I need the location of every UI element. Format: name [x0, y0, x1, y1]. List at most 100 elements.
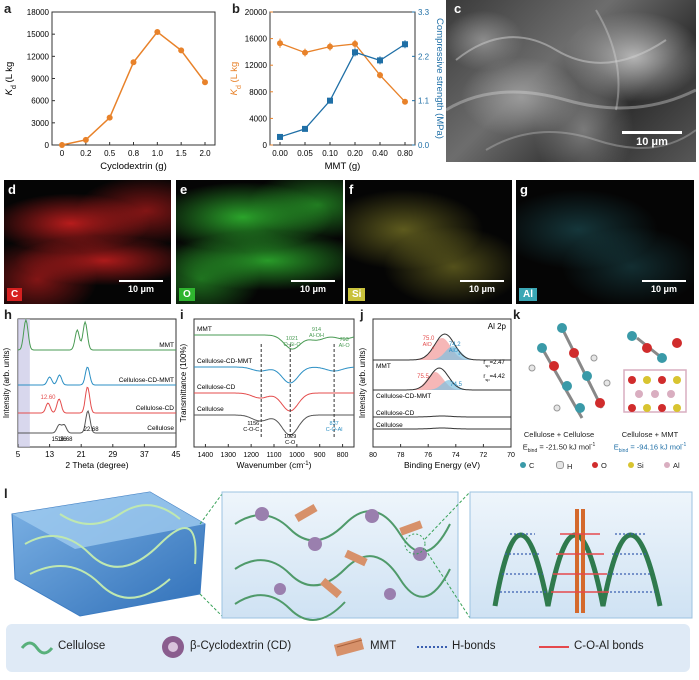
panel-label-j: j	[360, 307, 364, 322]
scale-text-e: 10 μm	[299, 284, 327, 294]
atom-si-dot	[628, 462, 634, 468]
annotation-i: 837	[330, 421, 339, 427]
hbond-icon	[417, 646, 447, 648]
chart-a: 0 3000 6000 9000 12000 15000 18000 0 0.2 0.5 0.8 1.…	[4, 8, 216, 172]
aerogel-block	[11, 491, 206, 617]
xtick-label-i: 1400	[198, 452, 214, 459]
series-line-b	[279, 42, 406, 103]
molecular-models	[528, 323, 687, 419]
ytick-left-label-b: 8000	[249, 88, 267, 97]
atom-legend: C H O Si Al	[520, 461, 696, 473]
annotation-i: Al-O	[339, 343, 351, 349]
data-point-a	[130, 59, 137, 66]
eds-map-si: f Si 10 μm	[345, 180, 512, 304]
series-label-h: Cellulose-CD	[136, 405, 175, 412]
peak-label-h: 22.68	[84, 427, 100, 433]
annotation-j: 75.0	[423, 336, 435, 342]
chart-i: 1400 1300 1200 1100 1000 900 800 MMT Cellulose-C…	[179, 318, 355, 470]
xtick-label-i: 800	[337, 452, 349, 459]
scale-text-d: 10 μm	[127, 284, 155, 294]
xtick-label-b: 0.10	[322, 149, 338, 158]
data-point-b	[377, 57, 383, 64]
k-left-energy-symbol: E	[522, 442, 528, 452]
xtick-label-b: 0.05	[297, 149, 313, 158]
data-point-b	[327, 97, 333, 104]
annotation-j: rsp=2.47	[483, 360, 505, 368]
panel-label-f: f	[349, 182, 354, 197]
fit-peak-mmt-red	[373, 338, 511, 360]
fit-peak-mmt-blue	[373, 346, 511, 360]
chart-b: 0 4000 8000 12000 16000 20000 0.0 1.1 2.2 3.3 0.00…	[229, 8, 445, 172]
k-left-energy-value: = -21.50 kJ mol	[539, 442, 591, 452]
panel-label-a: a	[4, 1, 12, 16]
xlabel-i: Wavenumber (cm-1)	[237, 460, 312, 470]
plot-frame-b	[269, 11, 416, 146]
data-point-a	[202, 79, 208, 86]
network-panel	[221, 491, 459, 621]
shaded-region-h	[18, 319, 30, 447]
series-label-i: MMT	[197, 326, 212, 333]
data-point-b	[402, 98, 408, 105]
annotation-i: O-Si-O	[283, 342, 301, 348]
data-point-a	[154, 28, 161, 35]
eds-map-o: e O 10 μm	[176, 180, 343, 304]
sem-texture	[446, 9, 696, 151]
schematic	[11, 491, 693, 621]
xtick-label-a: 0.2	[80, 149, 92, 158]
ftir-series-line	[194, 366, 355, 384]
xtick-label-b: 0.20	[347, 149, 363, 158]
legend-hbonds: H-bonds	[452, 640, 496, 652]
series-label-i: Cellulose-CD	[197, 384, 236, 391]
chart-h: 5 13 21 29 37 45 MMT Cellulose-CD-MMT Cellulose-…	[2, 318, 181, 470]
ytick-left-label-b: 4000	[249, 114, 267, 123]
ytick-label-a: 18000	[27, 8, 50, 17]
ytick-label-a: 9000	[31, 75, 49, 84]
ytick-label-a: 0	[45, 141, 50, 150]
scale-bar-f: 10 μm	[460, 280, 504, 294]
panel-label-c: c	[454, 1, 462, 16]
scale-text-g: 10 μm	[650, 284, 678, 294]
element-tag-si: Si	[348, 288, 366, 301]
xlabel-h: 2 Theta (degree)	[65, 460, 128, 470]
legend-cd: β-Cyclodextrin (CD)	[190, 640, 292, 652]
ytick-label-a: 15000	[27, 30, 50, 39]
xtick-label-i: 1200	[243, 452, 259, 459]
ytick-right-label-b: 2.2	[418, 52, 430, 61]
xtick-label-j: 78	[397, 452, 405, 459]
xtick-label-a: 0.5	[104, 149, 116, 158]
annotation-i: 1029	[284, 434, 296, 440]
xtick-label-b: 0.40	[372, 149, 388, 158]
data-point-b	[327, 43, 333, 50]
ylabel-right-b: Compressive strength (MPa)	[434, 18, 445, 139]
ylabel-a: Kd (L kg	[4, 62, 18, 96]
series-label-h: Cellulose-CD-MMT	[119, 377, 174, 384]
fit-peak-ccm-red	[373, 372, 511, 390]
data-point-b	[277, 40, 283, 47]
xtick-label-j: 70	[507, 452, 515, 459]
xtick-label-b: 0.80	[397, 149, 413, 158]
atom-si-label: Si	[637, 461, 644, 470]
xps-series-cellulose-cd	[373, 415, 511, 418]
atom-o-label: O	[601, 461, 607, 470]
xps-series-cellulose	[373, 427, 511, 430]
panel-label-e: e	[180, 182, 188, 197]
k-left-title: Cellulose + Cellulose	[523, 430, 595, 439]
data-point-b	[302, 125, 308, 132]
eds-map-al: g Al 10 μm	[516, 180, 694, 304]
atom-c-label: C	[529, 461, 535, 470]
data-point-b	[377, 72, 383, 79]
annotation-i: C-O-C	[243, 427, 259, 433]
atom-al-dot	[664, 462, 670, 468]
panel-label-b: b	[232, 1, 240, 16]
series-label-j: Cellulose-CD-MMT	[376, 393, 431, 400]
data-point-a	[106, 114, 113, 121]
series-label-h: MMT	[159, 342, 174, 349]
xtick-label-h: 45	[172, 450, 181, 459]
scale-text-f: 10 μm	[468, 284, 496, 294]
chart-j: 80 78 76 74 72 70 Al 2p MMT Cellulose-CD-MMT Cell…	[358, 318, 515, 470]
ytick-label-a: 12000	[27, 52, 50, 61]
xtick-label-a: 1.0	[152, 149, 164, 158]
ytick-right-label-b: 1.1	[418, 97, 430, 106]
series-label-j: MMT	[376, 363, 391, 370]
series-label-j: Cellulose	[376, 422, 403, 429]
